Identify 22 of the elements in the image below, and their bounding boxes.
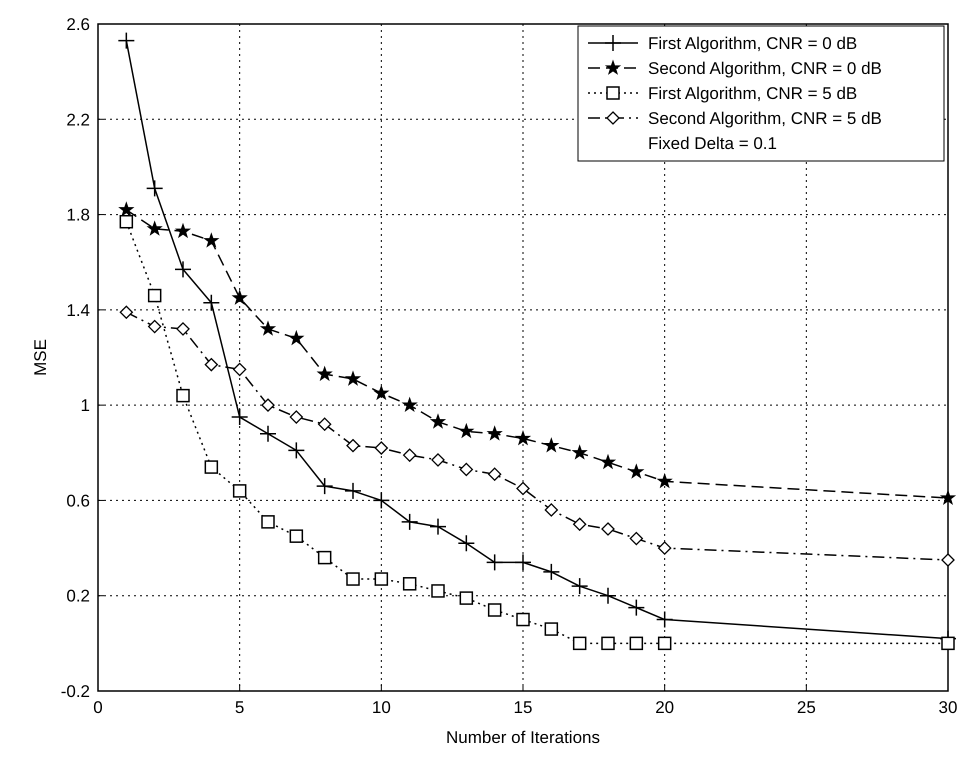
x-tick-label: 20 [655, 698, 674, 717]
y-tick-label: 2.2 [66, 110, 90, 130]
x-tick-label: 25 [796, 698, 816, 717]
y-tick-label: 1.4 [66, 300, 90, 320]
legend-label: Second Algorithm, CNR = 5 dB [648, 109, 882, 128]
x-tick-label: 5 [234, 698, 244, 717]
x-tick-label: 0 [93, 698, 103, 717]
x-tick-label: 30 [938, 698, 958, 717]
x-axis-title: Number of Iterations [446, 728, 600, 747]
x-tick-label: 15 [514, 698, 532, 717]
y-tick-label: 1 [80, 396, 90, 416]
y-tick-label: 1.8 [66, 206, 90, 225]
legend-label: First Algorithm, CNR = 5 dB [648, 84, 858, 103]
y-tick-label: 2.6 [66, 15, 90, 34]
annotation: Fixed Delta = 0.1 [648, 134, 777, 153]
legend-label: Second Algorithm, CNR = 0 dB [648, 59, 882, 78]
y-tick-label: 0.2 [66, 586, 90, 606]
y-axis-title: MSE [31, 339, 50, 376]
y-tick-label: -0.2 [60, 682, 90, 701]
legend-label: First Algorithm, CNR = 0 dB [648, 34, 858, 53]
x-tick-label: 10 [372, 698, 391, 717]
y-tick-label: 0.6 [66, 491, 90, 510]
